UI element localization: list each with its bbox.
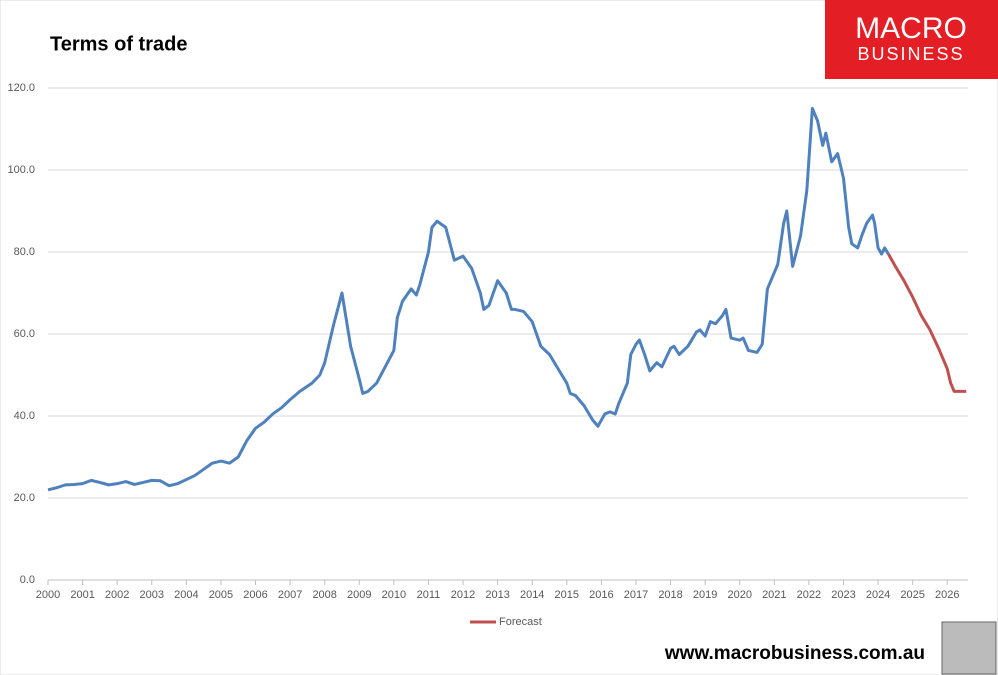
x-tick-label: 2001 xyxy=(70,589,94,601)
brand-box xyxy=(825,0,998,79)
wolf-icon xyxy=(941,621,997,675)
x-tick-label: 2009 xyxy=(347,589,371,601)
x-tick-label: 2024 xyxy=(866,589,890,601)
y-tick-label: 60.0 xyxy=(14,328,35,340)
x-tick-label: 2023 xyxy=(831,589,855,601)
x-tick-label: 2021 xyxy=(762,589,786,601)
brand-top: MACRO xyxy=(855,12,967,45)
x-tick-label: 2020 xyxy=(727,589,751,601)
x-tick-label: 2007 xyxy=(278,589,302,601)
line-series xyxy=(887,253,967,393)
footer-url: www.macrobusiness.com.au xyxy=(664,643,925,664)
x-tick-label: 2012 xyxy=(451,589,475,601)
y-tick-label: 120.0 xyxy=(7,82,35,94)
x-tick-label: 2011 xyxy=(417,589,441,601)
x-tick-label: 2010 xyxy=(382,589,406,601)
x-tick-label: 2013 xyxy=(485,589,509,601)
x-tick-label: 2004 xyxy=(174,589,198,601)
y-tick-label: 100.0 xyxy=(7,164,35,176)
y-tick-label: 40.0 xyxy=(14,410,35,422)
y-tick-label: 20.0 xyxy=(14,492,35,504)
x-tick-label: 2002 xyxy=(105,589,129,601)
x-tick-label: 2015 xyxy=(555,589,579,601)
chart-title: Terms of trade xyxy=(50,33,187,55)
x-tick-label: 2022 xyxy=(797,589,821,601)
legend-label: Forecast xyxy=(499,616,542,628)
x-tick-label: 2008 xyxy=(312,589,336,601)
x-tick-label: 2018 xyxy=(658,589,682,601)
x-tick-label: 2017 xyxy=(624,589,648,601)
x-tick-label: 2003 xyxy=(140,589,164,601)
x-tick-label: 2005 xyxy=(209,589,233,601)
line-series xyxy=(47,107,890,492)
x-tick-label: 2016 xyxy=(589,589,613,601)
x-tick-label: 2025 xyxy=(900,589,924,601)
x-tick-label: 2014 xyxy=(520,589,544,601)
brand-bottom: BUSINESS xyxy=(857,44,964,64)
x-tick-label: 2019 xyxy=(693,589,717,601)
y-tick-label: 80.0 xyxy=(14,246,35,258)
x-tick-label: 2006 xyxy=(243,589,267,601)
x-tick-label: 2000 xyxy=(36,589,60,601)
y-tick-label: 0.0 xyxy=(20,574,35,586)
x-tick-label: 2026 xyxy=(935,589,959,601)
